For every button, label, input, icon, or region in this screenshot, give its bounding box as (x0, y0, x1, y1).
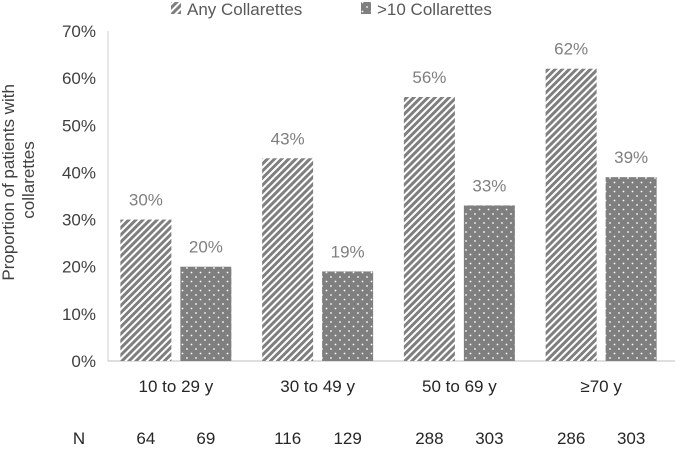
bar-any-collarettes (120, 219, 172, 361)
n-value: 116 (274, 429, 301, 446)
bar-any-collarettes (545, 68, 597, 361)
x-tick-label: 50 to 69 y (422, 377, 497, 396)
y-tick-label: 10% (62, 305, 96, 324)
bar-gt10-collarettes (463, 205, 515, 361)
y-axis-label-line-2: collarettes (19, 141, 38, 218)
y-axis-ticks: 0% 10% 20% 30% 40% 50% 60% 70% (62, 22, 96, 371)
legend-label-any-collarettes: Any Collarettes (187, 0, 302, 19)
bars (120, 68, 657, 361)
bar-gt10-collarettes (605, 177, 657, 361)
n-value: 303 (475, 429, 503, 446)
bar-value-label: 19% (331, 242, 365, 261)
bar-value-label: 62% (554, 40, 588, 59)
bar-any-collarettes (403, 97, 455, 361)
y-tick-label: 50% (62, 116, 96, 135)
legend-swatch-any-collarettes (171, 2, 181, 14)
bar-gt10-collarettes (322, 271, 374, 361)
legend-label-gt10-collarettes: >10 Collarettes (377, 0, 492, 19)
y-tick-label: 60% (62, 69, 96, 88)
bar-gt10-collarettes (180, 266, 232, 361)
x-axis-ticks: 10 to 29 y 30 to 49 y 50 to 69 y ≥70 y (139, 377, 623, 396)
n-value: 64 (136, 429, 155, 446)
bar-value-label: 20% (189, 238, 223, 257)
legend-swatch-gt10-collarettes (361, 2, 371, 14)
bar-value-labels: 30% 20% 43% 19% 56% 33% 62% 39% (129, 40, 648, 262)
n-values: 64 69 116 129 288 303 286 303 (136, 429, 645, 448)
n-value: 288 (415, 429, 443, 446)
y-tick-label: 0% (71, 352, 96, 371)
bar-value-label: 39% (614, 148, 648, 167)
n-value: 69 (196, 429, 215, 446)
legend: Any Collarettes >10 Collarettes (171, 0, 492, 19)
n-value: 129 (333, 429, 361, 446)
x-tick-label: 30 to 49 y (280, 377, 355, 396)
bar-any-collarettes (262, 158, 314, 361)
y-axis-label: Proportion of patients with collarettes (0, 79, 38, 280)
n-value: 286 (557, 429, 585, 446)
bar-value-label: 33% (472, 176, 506, 195)
y-tick-label: 20% (62, 258, 96, 277)
bar-value-label: 43% (271, 129, 305, 148)
bar-value-label: 30% (129, 191, 163, 210)
bar-value-label: 56% (412, 68, 446, 87)
y-tick-label: 30% (62, 211, 96, 230)
n-label: N (73, 429, 85, 446)
x-tick-label: 10 to 29 y (139, 377, 214, 396)
y-tick-label: 70% (62, 22, 96, 41)
x-tick-label: ≥70 y (580, 377, 622, 396)
n-value: 303 (617, 429, 645, 446)
y-axis-label-line-1: Proportion of patients with (0, 84, 18, 281)
y-tick-label: 40% (62, 163, 96, 182)
